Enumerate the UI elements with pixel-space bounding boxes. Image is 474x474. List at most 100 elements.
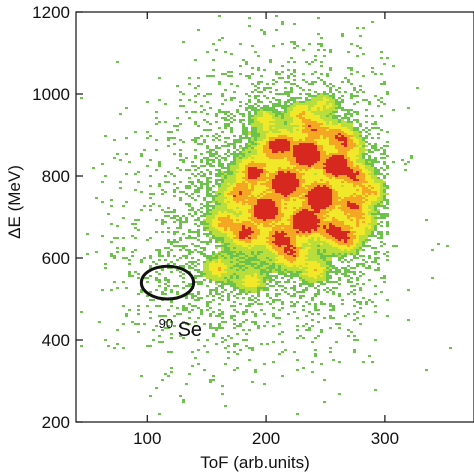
heatmap-cell xyxy=(257,113,260,115)
heatmap-cell xyxy=(245,107,248,109)
heatmap-cell xyxy=(239,181,242,183)
heatmap-cell xyxy=(284,195,287,197)
heatmap-cell xyxy=(278,195,281,197)
heatmap-cell xyxy=(299,211,302,213)
heatmap-cell xyxy=(329,133,332,135)
heatmap-cell xyxy=(314,103,317,105)
heatmap-cell xyxy=(251,265,254,267)
heatmap-cell xyxy=(257,141,260,143)
heatmap-cell xyxy=(329,135,332,137)
heatmap-cell xyxy=(284,219,287,221)
heatmap-cell xyxy=(281,111,284,113)
heatmap-cell xyxy=(299,285,302,287)
heatmap-cell xyxy=(329,235,332,237)
heatmap-cell xyxy=(230,161,233,163)
heatmap-cell xyxy=(284,161,287,163)
heatmap-cell xyxy=(302,277,305,279)
heatmap-cell xyxy=(239,243,242,245)
heatmap-cell xyxy=(320,115,323,117)
heatmap-cell xyxy=(278,163,281,165)
heatmap-cell xyxy=(329,327,332,329)
heatmap-cell xyxy=(290,161,293,163)
heatmap-cell xyxy=(311,237,314,239)
heatmap-cell xyxy=(335,247,338,249)
heatmap-cell xyxy=(284,103,287,105)
heatmap-cell xyxy=(116,343,119,345)
heatmap-cell xyxy=(281,189,284,191)
heatmap-cell xyxy=(272,113,275,115)
heatmap-cell xyxy=(284,217,287,219)
heatmap-cell xyxy=(278,143,281,145)
heatmap-cell xyxy=(242,321,245,323)
heatmap-cell xyxy=(251,205,254,207)
heatmap-cell xyxy=(218,175,221,177)
heatmap-cell xyxy=(233,211,236,213)
heatmap-cell xyxy=(344,129,347,131)
heatmap-cell xyxy=(107,213,110,215)
heatmap-cell xyxy=(200,271,203,273)
heatmap-cell xyxy=(158,259,161,261)
heatmap-cell xyxy=(239,163,242,165)
heatmap-cell xyxy=(179,181,182,183)
heatmap-cell xyxy=(251,175,254,177)
heatmap-cell xyxy=(329,237,332,239)
heatmap-cell xyxy=(230,195,233,197)
heatmap-cell xyxy=(332,255,335,257)
heatmap-cell xyxy=(242,289,245,291)
heatmap-cell xyxy=(278,207,281,209)
heatmap-cell xyxy=(251,83,254,85)
heatmap-cell xyxy=(263,145,266,147)
heatmap-cell xyxy=(260,255,263,257)
heatmap-cell xyxy=(332,131,335,133)
heatmap-cell xyxy=(215,231,218,233)
heatmap-cell xyxy=(269,157,272,159)
heatmap-cell xyxy=(266,229,269,231)
heatmap-cell xyxy=(275,255,278,257)
heatmap-cell xyxy=(254,203,257,205)
heatmap-cell xyxy=(263,131,266,133)
heatmap-cell xyxy=(326,133,329,135)
heatmap-cell xyxy=(209,177,212,179)
heatmap-cell xyxy=(134,249,137,251)
heatmap-cell xyxy=(335,119,338,121)
heatmap-cell xyxy=(239,191,242,193)
heatmap-cell xyxy=(335,183,338,185)
heatmap-cell xyxy=(287,279,290,281)
heatmap-cell xyxy=(299,125,302,127)
heatmap-cell xyxy=(242,165,245,167)
heatmap-cell xyxy=(320,137,323,139)
heatmap-cell xyxy=(263,31,266,33)
heatmap-cell xyxy=(341,237,344,239)
heatmap-cell xyxy=(122,247,125,249)
heatmap-cell xyxy=(200,153,203,155)
heatmap-cell xyxy=(320,93,323,95)
heatmap-cell xyxy=(233,277,236,279)
heatmap-cell xyxy=(254,153,257,155)
heatmap-cell xyxy=(236,343,239,345)
heatmap-cell xyxy=(311,325,314,327)
heatmap-cell xyxy=(287,257,290,259)
heatmap-cell xyxy=(335,139,338,141)
heatmap-cell xyxy=(305,245,308,247)
heatmap-cell xyxy=(257,239,260,241)
heatmap-cell xyxy=(215,157,218,159)
heatmap-cell xyxy=(329,99,332,101)
heatmap-cell xyxy=(191,305,194,307)
heatmap-cell xyxy=(182,105,185,107)
heatmap-cell xyxy=(317,169,320,171)
heatmap-cell xyxy=(257,185,260,187)
heatmap-cell xyxy=(239,289,242,291)
heatmap-cell xyxy=(275,193,278,195)
heatmap-cell xyxy=(314,167,317,169)
heatmap-cell xyxy=(236,353,239,355)
heatmap-cell xyxy=(326,251,329,253)
heatmap-cell xyxy=(200,187,203,189)
heatmap-cell xyxy=(146,345,149,347)
heatmap-cell xyxy=(323,253,326,255)
heatmap-cell xyxy=(254,173,257,175)
heatmap-cell xyxy=(314,131,317,133)
heatmap-cell xyxy=(290,175,293,177)
heatmap-cell xyxy=(191,297,194,299)
heatmap-cell xyxy=(296,301,299,303)
heatmap-cell xyxy=(341,153,344,155)
